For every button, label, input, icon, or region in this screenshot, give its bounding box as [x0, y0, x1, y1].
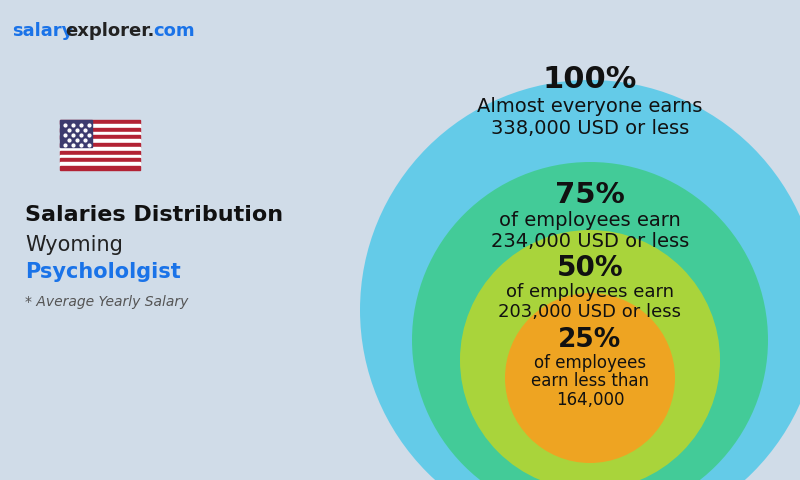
- Bar: [60, 143, 140, 147]
- Text: Wyoming: Wyoming: [25, 235, 123, 255]
- Text: explorer.: explorer.: [65, 22, 154, 40]
- Bar: [60, 151, 140, 155]
- Text: 338,000 USD or less: 338,000 USD or less: [491, 119, 689, 138]
- Text: 203,000 USD or less: 203,000 USD or less: [498, 303, 682, 321]
- Text: Salaries Distribution: Salaries Distribution: [25, 205, 283, 225]
- Text: 100%: 100%: [543, 65, 637, 95]
- Bar: [60, 132, 140, 135]
- Bar: [60, 124, 140, 128]
- Bar: [60, 135, 140, 139]
- Circle shape: [412, 162, 768, 480]
- Bar: [60, 128, 140, 132]
- Text: of employees: of employees: [534, 354, 646, 372]
- Text: 164,000: 164,000: [556, 391, 624, 409]
- Text: 75%: 75%: [555, 181, 625, 209]
- Bar: [60, 147, 140, 151]
- Text: 234,000 USD or less: 234,000 USD or less: [491, 232, 689, 252]
- Text: 50%: 50%: [557, 254, 623, 282]
- Text: Psychololgist: Psychololgist: [25, 262, 181, 282]
- Text: of employees earn: of employees earn: [506, 283, 674, 301]
- Bar: [60, 120, 140, 124]
- Text: 25%: 25%: [558, 327, 622, 353]
- Text: earn less than: earn less than: [531, 372, 649, 390]
- Text: of employees earn: of employees earn: [499, 211, 681, 230]
- Circle shape: [505, 293, 675, 463]
- Bar: [60, 162, 140, 166]
- Bar: [60, 158, 140, 162]
- Circle shape: [460, 230, 720, 480]
- Bar: [60, 120, 92, 147]
- Text: com: com: [153, 22, 194, 40]
- Text: salary: salary: [12, 22, 74, 40]
- Circle shape: [360, 80, 800, 480]
- Text: * Average Yearly Salary: * Average Yearly Salary: [25, 295, 188, 309]
- Text: Almost everyone earns: Almost everyone earns: [478, 97, 702, 116]
- Bar: [60, 139, 140, 143]
- Bar: [60, 166, 140, 170]
- Bar: [60, 155, 140, 158]
